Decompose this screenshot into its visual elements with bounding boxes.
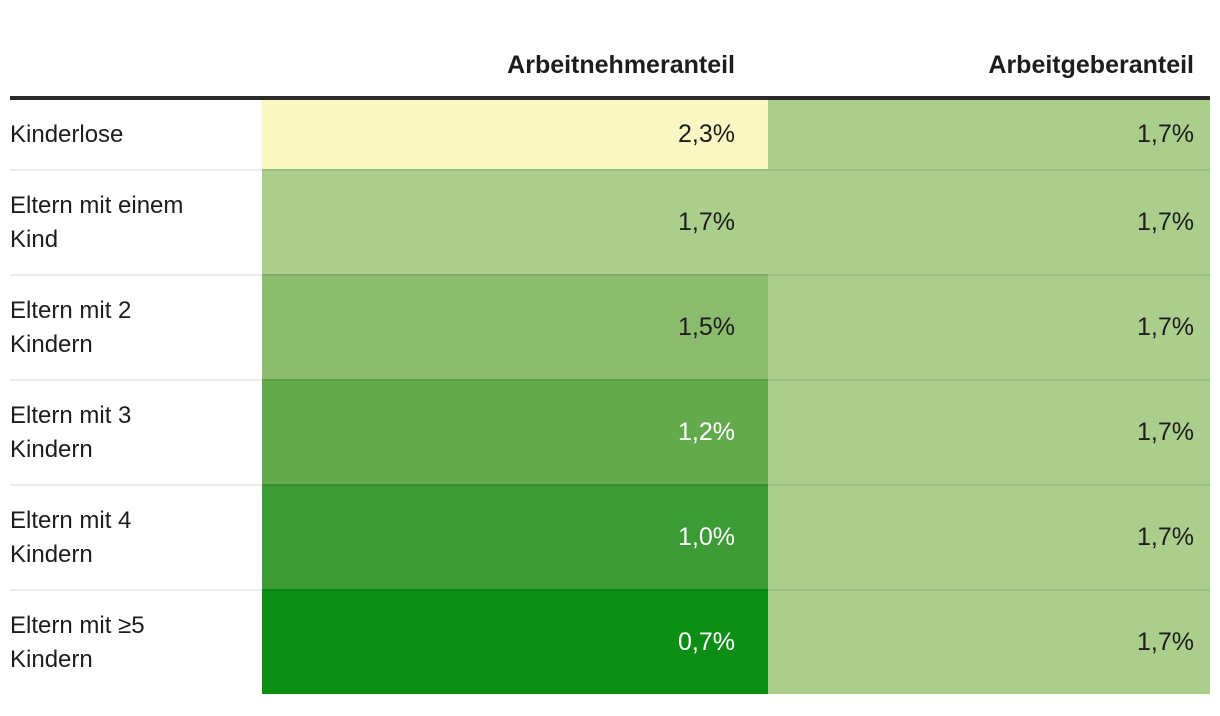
employer-share-cell: 1,7% bbox=[768, 274, 1210, 379]
row-label-line1: Eltern mit ≥5 bbox=[10, 611, 145, 639]
employee-share-cell: 1,5% bbox=[262, 274, 768, 379]
table-row: Eltern mit 2 Kindern 1,5% 1,7% bbox=[10, 274, 1210, 379]
row-label: Eltern mit ≥5 Kindern bbox=[10, 589, 262, 694]
table-row: Eltern mit ≥5 Kindern 0,7% 1,7% bbox=[10, 589, 1210, 694]
employee-share-cell: 1,2% bbox=[262, 379, 768, 484]
table-row: Eltern mit 4 Kindern 1,0% 1,7% bbox=[10, 484, 1210, 589]
employer-share-cell: 1,7% bbox=[768, 589, 1210, 694]
table-row: Kinderlose 2,3% 1,7% bbox=[10, 100, 1210, 169]
employee-share-cell: 1,7% bbox=[262, 169, 768, 274]
table-header-row: Arbeitnehmeranteil Arbeitgeberanteil bbox=[10, 0, 1210, 96]
employer-share-cell: 1,7% bbox=[768, 100, 1210, 169]
row-label-line2: Kindern bbox=[10, 435, 93, 463]
row-label: Kinderlose bbox=[10, 100, 262, 169]
table-row: Eltern mit 3 Kindern 1,2% 1,7% bbox=[10, 379, 1210, 484]
row-label-line2: Kindern bbox=[10, 540, 93, 568]
row-label: Eltern mit einem Kind bbox=[10, 169, 262, 274]
table-row: Eltern mit einem Kind 1,7% 1,7% bbox=[10, 169, 1210, 274]
row-label-line2: Kindern bbox=[10, 330, 93, 358]
table-top-rule bbox=[10, 96, 1210, 100]
row-label-line1: Eltern mit 2 bbox=[10, 296, 132, 324]
row-label: Eltern mit 4 Kindern bbox=[10, 484, 262, 589]
row-label-line2: Kind bbox=[10, 225, 59, 253]
column-header-arbeitnehmeranteil: Arbeitnehmeranteil bbox=[507, 51, 735, 79]
table-content: Arbeitnehmeranteil Arbeitgeberanteil Kin… bbox=[10, 0, 1210, 694]
employee-share-cell: 2,3% bbox=[262, 100, 768, 169]
employer-share-cell: 1,7% bbox=[768, 484, 1210, 589]
column-header-arbeitgeberanteil: Arbeitgeberanteil bbox=[988, 51, 1194, 79]
employee-share-cell: 0,7% bbox=[262, 589, 768, 694]
row-label-line1: Kinderlose bbox=[10, 120, 124, 148]
row-label: Eltern mit 2 Kindern bbox=[10, 274, 262, 379]
row-label-line1: Eltern mit 3 bbox=[10, 401, 132, 429]
employee-share-cell: 1,0% bbox=[262, 484, 768, 589]
row-label: Eltern mit 3 Kindern bbox=[10, 379, 262, 484]
employer-share-cell: 1,7% bbox=[768, 379, 1210, 484]
employer-share-cell: 1,7% bbox=[768, 169, 1210, 274]
row-label-line1: Eltern mit 4 bbox=[10, 506, 132, 534]
row-label-line2: Kindern bbox=[10, 645, 93, 673]
row-label-line1: Eltern mit einem bbox=[10, 191, 184, 219]
